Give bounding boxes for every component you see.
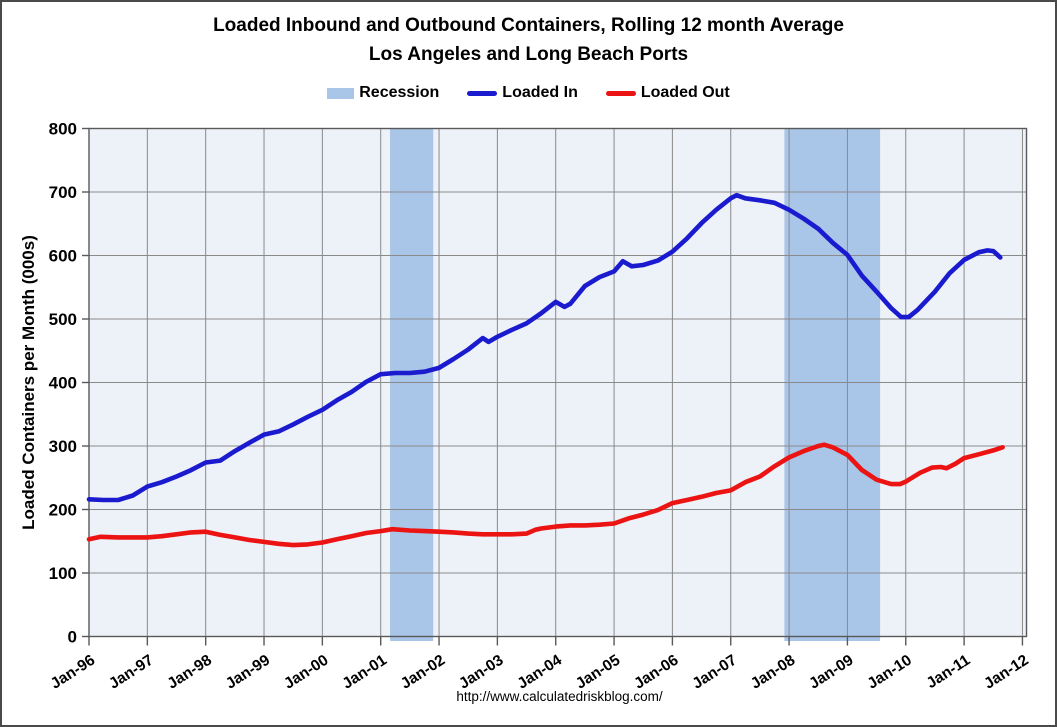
x-tick-label: Jan-01 xyxy=(339,651,390,692)
recession-band xyxy=(390,128,434,641)
x-tick-label: Jan-02 xyxy=(398,652,448,693)
y-tick-label: 0 xyxy=(68,628,77,647)
recession-band xyxy=(784,128,881,641)
y-tick-label: 800 xyxy=(49,120,77,139)
legend-label: Loaded In xyxy=(502,84,578,101)
legend-label: Loaded Out xyxy=(640,84,730,101)
x-tick-label: Jan-03 xyxy=(456,651,507,692)
y-tick-label: 700 xyxy=(49,183,77,202)
x-tick-label: Jan-99 xyxy=(223,651,274,692)
x-tick-label: Jan-98 xyxy=(164,651,215,692)
legend-item-recession: Recession xyxy=(327,84,439,102)
axis-ticks xyxy=(82,127,1024,646)
x-tick-label: Jan-08 xyxy=(748,651,799,692)
legend: Recession Loaded In Loaded Out xyxy=(2,84,1055,102)
x-tick-label: Jan-09 xyxy=(806,651,857,692)
legend-label: Recession xyxy=(359,84,440,101)
y-tick-label: 300 xyxy=(49,437,77,456)
x-tick-label: Jan-04 xyxy=(514,651,565,692)
chart-title: Loaded Inbound and Outbound Containers, … xyxy=(213,15,844,36)
x-tick-label: Jan-97 xyxy=(106,652,156,693)
source-url: http://www.calculatedriskblog.com/ xyxy=(456,689,663,704)
series-loaded-out xyxy=(86,442,1005,548)
loaded-out-line-swatch-icon xyxy=(605,90,636,96)
y-tick-label: 400 xyxy=(49,374,77,393)
recession-swatch-icon xyxy=(327,87,355,99)
y-tick-label: 600 xyxy=(49,247,77,266)
x-tick-label: Jan-12 xyxy=(981,652,1031,693)
x-tick-label: Jan-96 xyxy=(48,651,99,692)
x-tick-label: Jan-07 xyxy=(689,652,739,693)
x-tick-label: Jan-00 xyxy=(281,652,331,693)
chart-subtitle: Los Angeles and Long Beach Ports xyxy=(368,44,689,65)
legend-item-loaded-in: Loaded In xyxy=(467,84,578,102)
y-axis-title: Loaded Containers per Month (000s) xyxy=(19,235,38,530)
x-tick-label: Jan-10 xyxy=(864,652,914,693)
x-tick-label: Jan-06 xyxy=(631,651,682,692)
y-tick-label: 200 xyxy=(49,501,77,520)
x-tick-label: Jan-11 xyxy=(924,651,974,692)
legend-item-loaded-out: Loaded Out xyxy=(605,84,730,102)
y-tick-label: 500 xyxy=(49,310,77,329)
x-tick-label: Jan-05 xyxy=(573,651,624,692)
loaded-in-line-swatch-icon xyxy=(467,90,498,96)
y-tick-label: 100 xyxy=(49,564,77,583)
series-loaded-in xyxy=(86,192,1003,503)
